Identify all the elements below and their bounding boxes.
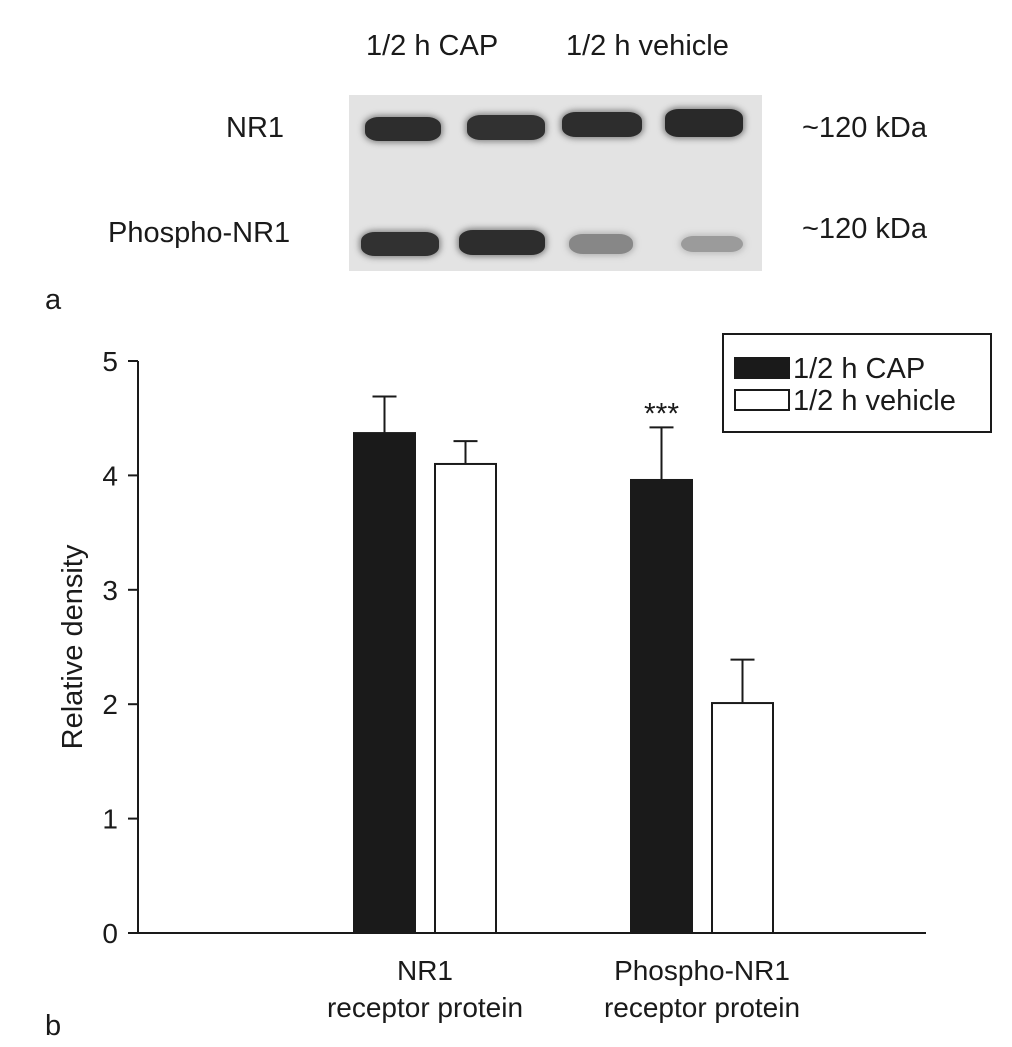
panel-label-b: b <box>45 1010 62 1042</box>
lane-header-vehicle: 1/2 h vehicle <box>566 30 729 62</box>
band-phospho-lane3 <box>569 234 633 254</box>
significance-label: *** <box>644 397 679 430</box>
legend-box <box>722 333 992 433</box>
y-axis-label: Relative density <box>57 544 89 749</box>
y-tick-label: 5 <box>102 346 118 377</box>
y-tick-label: 2 <box>102 689 118 720</box>
western-blot-image <box>349 95 762 271</box>
legend-label-cap: 1/2 h CAP <box>793 353 925 385</box>
y-tick-label: 4 <box>102 460 118 491</box>
band-phospho-lane4 <box>681 236 743 252</box>
size-label-phospho-nr1: ~120 kDa <box>802 213 927 245</box>
band-phospho-lane2 <box>459 230 545 255</box>
legend-swatch-cap <box>734 357 790 379</box>
row-label-phospho-nr1: Phospho-NR1 <box>108 217 291 249</box>
legend-swatch-vehicle <box>734 389 790 411</box>
bar-cap-1 <box>630 478 693 934</box>
band-phospho-lane1 <box>361 232 439 256</box>
band-nr1-lane1 <box>365 117 441 141</box>
size-label-nr1: ~120 kDa <box>802 112 927 144</box>
lane-header-cap: 1/2 h CAP <box>366 30 499 62</box>
row-label-nr1: NR1 <box>226 112 285 144</box>
bar-vehicle-0 <box>434 462 497 934</box>
bar-chart: 0 1 2 3 4 5 Relative density *** NR1 receptor pro… <box>57 333 992 1023</box>
legend-label-vehicle: 1/2 h vehicle <box>793 385 956 417</box>
x-category-label: receptor protein <box>604 992 800 1023</box>
x-category-label: NR1 <box>397 955 453 986</box>
panel-label-a: a <box>45 284 62 316</box>
band-nr1-lane3 <box>562 112 642 137</box>
bar-vehicle-1 <box>711 702 774 935</box>
y-tick-label: 3 <box>102 575 118 606</box>
x-category-label: receptor protein <box>327 992 523 1023</box>
x-category-label: Phospho-NR1 <box>614 955 790 986</box>
y-tick-label: 0 <box>102 918 118 949</box>
band-nr1-lane2 <box>467 115 545 140</box>
band-nr1-lane4 <box>665 109 743 137</box>
bar-cap-0 <box>353 432 416 934</box>
y-tick-label: 1 <box>102 804 118 835</box>
